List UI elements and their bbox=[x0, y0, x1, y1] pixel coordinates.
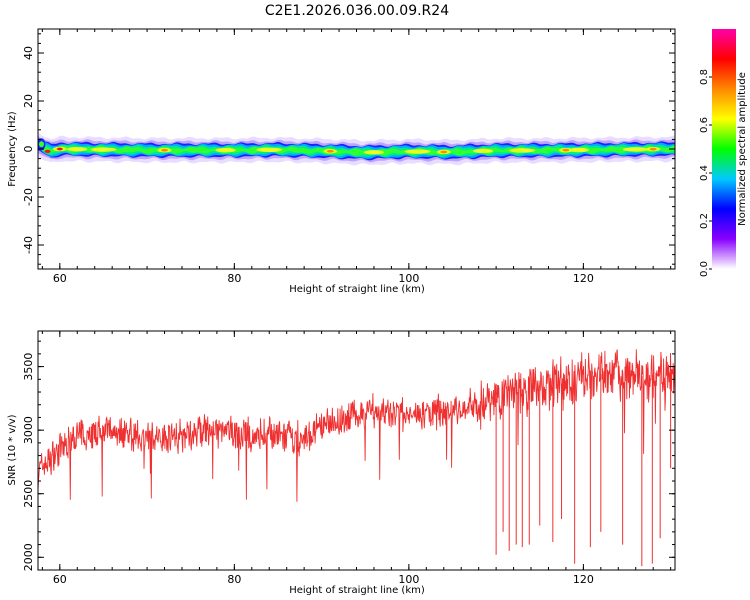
snr-y-axis-label: SNR (10 * v/v) bbox=[7, 414, 18, 485]
snr-panel: 60 80 100 120 2000 2500 3000 3500 Height of str… bbox=[7, 330, 676, 596]
colorbar-gradient bbox=[712, 29, 736, 269]
colorbar-tick-label: 0.2 bbox=[699, 213, 710, 229]
colorbar: 0.0 0.2 0.4 0.6 0.8 Normalized spectral ampl… bbox=[699, 29, 748, 277]
spectrogram-axes: 60 80 100 120 40 20 0 -20 -40 bbox=[22, 29, 675, 285]
snr-x-tick-label: 120 bbox=[573, 573, 594, 586]
spectrogram-hotspot bbox=[622, 147, 649, 152]
spectrogram-hotspot bbox=[161, 148, 169, 152]
spectrogram-y-tick-label: 20 bbox=[22, 94, 35, 108]
spectrogram-x-tick-label: 80 bbox=[227, 272, 241, 285]
colorbar-ticks: 0.0 0.2 0.4 0.6 0.8 bbox=[699, 69, 712, 277]
spectrogram-hotspot bbox=[256, 147, 283, 153]
spectrogram-hotspot bbox=[67, 147, 88, 152]
snr-y-tick-label: 2000 bbox=[22, 543, 35, 571]
colorbar-label: Normalized spectral amplitude bbox=[737, 72, 748, 226]
snr-y-tick-label: 3500 bbox=[22, 353, 35, 381]
spectrogram-hotspot bbox=[90, 147, 117, 152]
colorbar-tick-label: 0.0 bbox=[699, 261, 710, 277]
spectrogram-hotspot bbox=[649, 147, 657, 151]
spectrogram-hotspot bbox=[509, 148, 536, 153]
spectrogram-y-axis-label: Frequency (Hz) bbox=[7, 111, 18, 187]
spectrogram-hotspot bbox=[404, 149, 431, 154]
snr-x-tick-label: 60 bbox=[53, 573, 67, 586]
colorbar-tick-label: 0.4 bbox=[699, 165, 710, 181]
spectrogram-image bbox=[38, 132, 675, 166]
spectrogram-hotspot bbox=[569, 147, 590, 153]
spectrogram-x-tick-label: 120 bbox=[573, 272, 594, 285]
spectrogram-hotspot bbox=[473, 148, 494, 154]
spectrogram-y-tick-label: -40 bbox=[22, 236, 35, 254]
spectrogram-y-tick-label: 40 bbox=[22, 46, 35, 60]
snr-x-axis-label: Height of straight line (km) bbox=[289, 585, 425, 596]
spectrogram-hotspot bbox=[44, 149, 51, 153]
spectrogram-y-tick-label: 0 bbox=[22, 146, 35, 153]
spectrogram-panel: 60 80 100 120 40 20 0 -20 -40 Height of straight… bbox=[7, 28, 676, 295]
snr-y-tick-label: 2500 bbox=[22, 480, 35, 508]
spectrogram-hotspot bbox=[562, 148, 570, 152]
colorbar-tick-label: 0.6 bbox=[699, 117, 710, 133]
spectrogram-hotspot bbox=[440, 150, 448, 154]
spectrogram-x-axis-label: Height of straight line (km) bbox=[289, 284, 425, 295]
snr-series bbox=[38, 349, 675, 567]
spectrogram-hotspot bbox=[326, 149, 334, 153]
figure-title: C2E1.2026.036.00.09.R24 bbox=[265, 3, 449, 19]
spectrogram-hotspot bbox=[38, 141, 44, 148]
snr-y-tick-label: 3000 bbox=[22, 416, 35, 444]
snr-x-tick-label: 80 bbox=[227, 573, 241, 586]
snr-axes: 60 80 100 120 2000 2500 3000 3500 bbox=[22, 331, 675, 586]
snr-line bbox=[38, 349, 675, 502]
spectrogram-x-tick-label: 60 bbox=[53, 272, 67, 285]
spectrogram-y-tick-label: -20 bbox=[22, 188, 35, 206]
snr-x-tick-label: 100 bbox=[398, 573, 419, 586]
spectrogram-hotspot bbox=[363, 150, 384, 155]
spectrogram-hotspot bbox=[57, 147, 63, 151]
spectrogram-hotspot bbox=[215, 148, 236, 153]
spectrogram-x-tick-label: 100 bbox=[398, 272, 419, 285]
colorbar-tick-label: 0.8 bbox=[699, 69, 710, 85]
